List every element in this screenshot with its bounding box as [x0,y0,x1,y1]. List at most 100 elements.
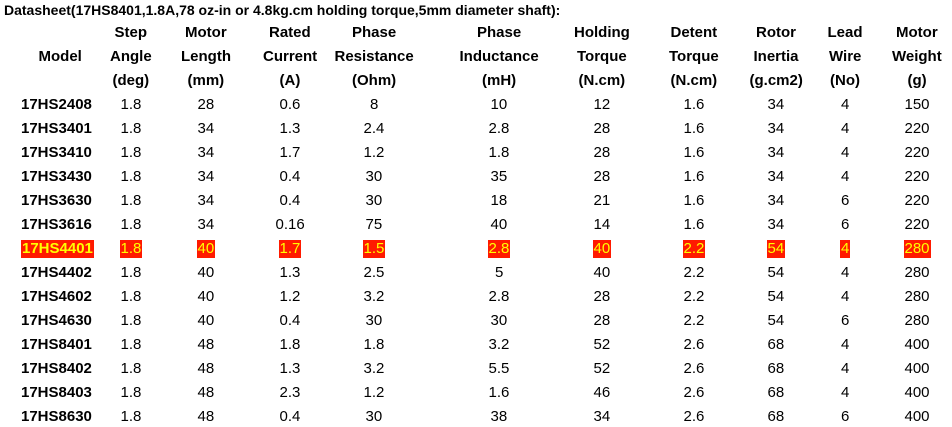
table-cell: 2.8 [488,120,510,137]
table-cell: 1.6 [683,216,705,233]
table-cell: 220 [904,120,930,137]
table-cell: 1.8 [279,336,301,353]
table-cell: 2.2 [683,288,705,305]
header-cell: (Ohm) [352,72,397,89]
table-cell: 0.4 [279,168,301,185]
header-cell: Length [181,48,231,65]
model-cell: 17HS4401 [21,240,94,258]
table-cell: 40 [197,264,215,281]
table-cell: 5 [495,264,504,281]
table-cell: 40 [490,216,508,233]
table-cell: 2.3 [279,384,301,401]
table-cell: 4 [841,336,850,353]
table-cell: 1.3 [279,360,301,377]
header-cell: Rated [269,24,311,41]
header-cell: Phase [352,24,397,41]
header-cell: (A) [279,72,301,89]
table-cell: 28 [593,144,611,161]
table-cell: 1.8 [120,264,142,281]
table-cell: 150 [904,96,930,113]
table-cell: 1.7 [279,144,301,161]
table-cell: 4 [840,240,851,258]
table-cell: 0.6 [279,96,301,113]
table-cell: 68 [767,360,785,377]
table-cell: 1.8 [120,312,142,329]
table-cell: 75 [365,216,383,233]
table-cell: 4 [841,144,850,161]
table-cell: 28 [593,288,611,305]
model-cell: 17HS3410 [21,144,92,161]
header-cell: (N.cm) [670,72,718,89]
table-cell: 21 [593,192,611,209]
table-cell: 220 [904,192,930,209]
table-cell: 54 [767,264,785,281]
table-cell: 280 [903,240,931,258]
model-cell: 17HS8402 [21,360,92,377]
model-cell: 17HS8403 [21,384,92,401]
table-cell: 2.2 [683,312,705,329]
header-cell: Phase [477,24,522,41]
table-cell: 4 [841,96,850,113]
table-cell: 40 [593,264,611,281]
table-cell: 34 [197,216,215,233]
table-cell: 30 [490,312,508,329]
table-cell: 1.8 [120,168,142,185]
table-cell: 30 [365,192,383,209]
table-cell: 1.8 [120,384,142,401]
page-title: Datasheet(17HS8401,1.8A,78 oz-in or 4.8k… [4,2,561,18]
table-cell: 2.8 [488,288,510,305]
table-cell: 34 [197,168,215,185]
model-cell: 17HS4402 [21,264,92,281]
model-cell: 17HS2408 [21,96,92,113]
model-cell: 17HS8630 [21,408,92,425]
header-cell: Inertia [753,48,799,65]
table-cell: 34 [767,216,785,233]
table-cell: 34 [767,192,785,209]
table-cell: 4 [841,384,850,401]
table-cell: 1.8 [363,336,385,353]
table-cell: 1.8 [120,96,142,113]
table-cell: 1.6 [683,168,705,185]
table-cell: 34 [197,120,215,137]
table-cell: 1.8 [119,240,143,258]
table-cell: 1.8 [120,360,142,377]
table-cell: 3.2 [488,336,510,353]
table-cell: 30 [365,168,383,185]
header-cell: (mm) [187,72,225,89]
table-cell: 18 [490,192,508,209]
table-cell: 40 [196,240,216,258]
table-cell: 28 [593,120,611,137]
table-cell: 34 [767,144,785,161]
table-cell: 220 [904,144,930,161]
table-cell: 34 [767,96,785,113]
table-cell: 2.8 [487,240,511,258]
table-cell: 1.5 [362,240,386,258]
table-cell: 48 [197,360,215,377]
table-cell: 52 [593,360,611,377]
header-cell: Weight [892,48,942,65]
table-cell: 35 [490,168,508,185]
table-cell: 12 [593,96,611,113]
table-cell: 2.6 [683,408,705,425]
table-cell: 4 [841,168,850,185]
table-cell: 68 [767,384,785,401]
table-cell: 400 [904,336,930,353]
header-cell: Motor [896,24,938,41]
table-cell: 220 [904,216,930,233]
header-cell: Rotor [756,24,796,41]
table-cell: 400 [904,360,930,377]
header-cell: (deg) [112,72,150,89]
table-cell: 6 [841,408,850,425]
table-cell: 38 [490,408,508,425]
table-cell: 280 [904,288,930,305]
header-cell: (g.cm2) [749,72,803,89]
table-cell: 1.8 [120,288,142,305]
table-cell: 6 [841,216,850,233]
header-cell: Current [263,48,318,65]
table-cell: 2.2 [683,264,705,281]
table-cell: 30 [365,312,383,329]
table-cell: 1.8 [488,144,510,161]
header-cell: Torque [669,48,719,65]
table-cell: 2.2 [682,240,706,258]
